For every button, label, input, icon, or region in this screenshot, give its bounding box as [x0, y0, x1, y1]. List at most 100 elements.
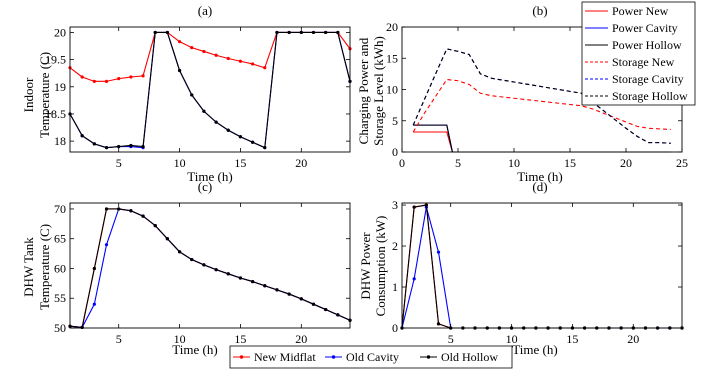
- legend-bottom-label-old-cavity: Old Cavity: [346, 350, 399, 364]
- panel-c-xlabel: Time (h): [172, 342, 217, 357]
- panel-a-point: [141, 74, 145, 78]
- panel-d-ytick-label: 0: [392, 321, 398, 335]
- panel-c-point: [275, 288, 279, 292]
- panel-c-point: [104, 243, 109, 247]
- panel-a-point: [177, 68, 182, 73]
- legend-b-label-power-hollow: Power Hollow: [612, 38, 682, 52]
- panel-a-ytick-label: 19: [54, 80, 66, 94]
- panel-d-ytick-label: 1: [392, 280, 398, 294]
- panel-a-point: [177, 40, 182, 44]
- panel-a-point: [104, 79, 109, 83]
- panel-b-charging-storage: (b) Charging Power and Storage Level (kW…: [356, 3, 688, 184]
- legend-panel-b: Power New Power Cavity Power Hollow Stor…: [581, 1, 696, 106]
- panel-a-ytick-label: 20: [54, 25, 66, 39]
- legend-b-label-storage-new: Storage New: [612, 55, 675, 69]
- panel-a-xtick-label: 15: [234, 156, 246, 170]
- panel-a-point: [238, 59, 243, 63]
- panel-a-point: [190, 46, 194, 50]
- panel-d-point: [436, 322, 441, 326]
- panel-b-ylabel-line1: Charging Power and: [356, 37, 371, 144]
- panel-a-point: [238, 135, 243, 139]
- panel-a-point: [324, 30, 328, 35]
- panel-a-ylabel-line2: Temperature (C): [37, 52, 52, 138]
- panel-c-ytick-label: 50: [54, 321, 66, 335]
- legend-bottom-marker-old-hollow: [426, 355, 431, 359]
- panel-c-point: [117, 207, 121, 211]
- panel-c-point: [238, 276, 243, 280]
- panel-a-point: [263, 146, 267, 150]
- panel-a-point: [214, 120, 218, 124]
- panel-d-point: [412, 205, 416, 209]
- panel-a-xtick-label: 20: [295, 156, 307, 170]
- panel-d-series-old-cavity: [401, 206, 682, 329]
- panel-b-xtick-label: 15: [564, 156, 576, 170]
- legend-b-label-storage-cavity: Storage Cavity: [612, 72, 684, 86]
- panel-a-title: (a): [198, 3, 212, 18]
- panel-c-xtick-label: 15: [234, 332, 246, 346]
- panel-a-ytick-label: 18: [54, 134, 66, 148]
- panel-b-ytick-label: 20: [386, 20, 398, 34]
- panel-a-point: [251, 62, 255, 66]
- panel-b-ylabel-line2: Storage Level (kWh): [371, 36, 386, 146]
- panel-d-xtick-label: 5: [448, 332, 454, 346]
- panel-c-point: [251, 279, 255, 284]
- panel-a-point: [104, 146, 109, 150]
- panel-b-series-storage-new: [412, 78, 671, 133]
- legend-bottom-entry: Old Cavity: [325, 350, 399, 364]
- panel-b-ytick-label: 15: [386, 51, 398, 65]
- panel-c-point: [165, 237, 169, 241]
- panel-c-title: (c): [198, 179, 212, 194]
- panel-a-series-new-midflat: [69, 31, 351, 82]
- panel-a-point: [153, 30, 157, 35]
- legend-b-box: [581, 1, 696, 106]
- panel-a-point: [311, 30, 316, 35]
- panel-c-xtick-label: 20: [295, 332, 307, 346]
- panel-d-dhw-power: (d) DHW Power Consumption (kW) Time (h) …: [358, 179, 684, 357]
- panel-a-point: [80, 134, 84, 138]
- panel-c-xtick-label: 10: [174, 332, 186, 346]
- panel-a-point: [226, 56, 230, 61]
- panel-a-point: [117, 77, 121, 81]
- panel-c-ytick-label: 60: [54, 261, 66, 275]
- legend-b-entry: Storage Cavity: [585, 72, 684, 86]
- panel-c-point: [153, 224, 157, 228]
- panel-d-point: [412, 277, 416, 281]
- legend-bottom-entry: Old Hollow: [420, 350, 498, 364]
- panel-d-point: [436, 250, 441, 254]
- panel-a-series-old-cavity: [69, 31, 351, 149]
- panel-c-point: [190, 257, 194, 262]
- panel-b-xlabel: Time (h): [517, 169, 562, 184]
- panel-a-point: [129, 75, 133, 79]
- panel-a-point: [202, 109, 206, 113]
- legend-b-entry: Power Hollow: [585, 38, 682, 52]
- legend-bottom-label-old-hollow: Old Hollow: [441, 350, 498, 364]
- legend-bottom-box: [229, 345, 513, 369]
- panel-a-point: [141, 144, 145, 149]
- panel-a-ytick-label: 18.5: [45, 107, 66, 121]
- panel-a-point: [190, 93, 194, 97]
- panel-a-point: [202, 49, 206, 54]
- panel-c-series-old-hollow: [69, 208, 351, 328]
- panel-a-point: [251, 140, 255, 144]
- panel-d-series-new-midflat: [401, 204, 682, 329]
- panel-b-series-storage-hollow: [412, 48, 671, 144]
- panel-c-dhw-tank-temperature: (c) DHW Tank Temperature (C) Time (h) 5 1…: [21, 179, 352, 357]
- panel-b-series-power-hollow: [413, 124, 671, 153]
- panel-c-ylabel-line1: DHW Tank: [21, 237, 36, 297]
- panel-c-point: [311, 302, 316, 306]
- panel-b-title: (b): [532, 3, 547, 18]
- panel-a-point: [129, 143, 133, 148]
- panel-b-xtick-label: 5: [455, 156, 461, 170]
- panel-c-axes-frame: [69, 202, 351, 329]
- panel-a-xtick-label: 5: [116, 156, 122, 170]
- panel-a-ylabel-line1: Indoor: [21, 77, 36, 112]
- legend-bottom: New Midflat Old Cavity Old Hollow: [229, 345, 513, 369]
- legend-b-entry: Power New: [585, 4, 669, 18]
- panel-c-point: [263, 284, 267, 288]
- panel-a-series-old-hollow: [69, 31, 351, 149]
- panel-b-ytick-label: 5: [392, 114, 398, 128]
- panel-d-ylabel-line2: Consumption (kW): [373, 216, 388, 317]
- panel-c-point: [299, 297, 303, 301]
- legend-b-entry: Storage New: [585, 55, 675, 69]
